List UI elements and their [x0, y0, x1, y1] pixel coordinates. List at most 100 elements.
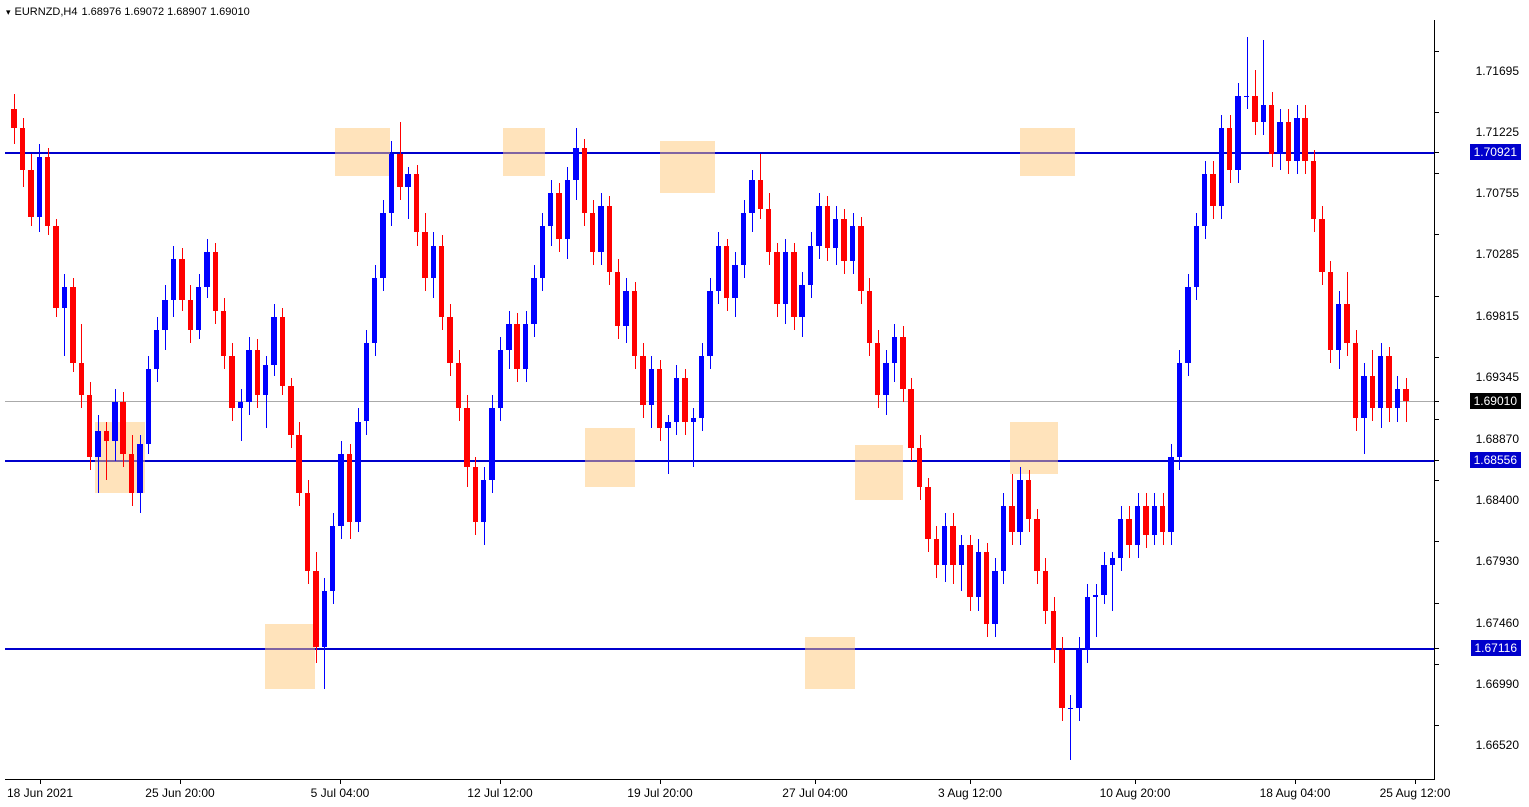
candle-body[interactable]: [473, 467, 478, 522]
candle-body[interactable]: [917, 448, 922, 487]
candle-body[interactable]: [1034, 519, 1039, 571]
candle-body[interactable]: [137, 444, 142, 494]
candle-body[interactable]: [1235, 96, 1240, 170]
candle-body[interactable]: [112, 402, 117, 441]
candle-body[interactable]: [28, 170, 33, 217]
candle-body[interactable]: [1135, 506, 1140, 545]
candle-body[interactable]: [699, 356, 704, 417]
candle-body[interactable]: [246, 350, 251, 402]
candle-body[interactable]: [271, 317, 276, 365]
highlight-box[interactable]: [265, 624, 315, 689]
candle-body[interactable]: [934, 539, 939, 565]
candle-body[interactable]: [422, 232, 427, 278]
candle-body[interactable]: [607, 206, 612, 271]
candle-body[interactable]: [1126, 519, 1131, 545]
candle-body[interactable]: [464, 408, 469, 467]
candle-body[interactable]: [53, 226, 58, 308]
candle-body[interactable]: [1328, 272, 1333, 350]
candle-body[interactable]: [62, 287, 67, 308]
candle-body[interactable]: [255, 350, 260, 396]
horizontal-line[interactable]: [5, 648, 1435, 650]
candle-body[interactable]: [1219, 128, 1224, 206]
candle-body[interactable]: [330, 526, 335, 591]
candle-body[interactable]: [548, 193, 553, 226]
candle-body[interactable]: [758, 180, 763, 209]
candle-body[interactable]: [1294, 118, 1299, 161]
candle-body[interactable]: [1059, 650, 1064, 709]
candle-body[interactable]: [967, 545, 972, 597]
candle-body[interactable]: [950, 526, 955, 565]
candle-body[interactable]: [1370, 376, 1375, 409]
candle-body[interactable]: [716, 246, 721, 292]
candle-body[interactable]: [204, 252, 209, 287]
candle-body[interactable]: [1101, 565, 1106, 595]
candle-body[interactable]: [498, 350, 503, 409]
candle-body[interactable]: [1177, 363, 1182, 457]
candle-body[interactable]: [825, 206, 830, 248]
candle-body[interactable]: [615, 272, 620, 327]
candle-body[interactable]: [691, 418, 696, 422]
candle-body[interactable]: [573, 148, 578, 181]
candle-body[interactable]: [414, 174, 419, 233]
candle-body[interactable]: [179, 259, 184, 301]
candle-body[interactable]: [1152, 506, 1157, 535]
chart-header[interactable]: ▾ EURNZD,H4 1.68976 1.69072 1.68907 1.69…: [6, 6, 250, 18]
candle-body[interactable]: [238, 402, 243, 409]
candle-body[interactable]: [489, 408, 494, 480]
candle-body[interactable]: [296, 435, 301, 494]
candle-body[interactable]: [531, 278, 536, 324]
candle-body[interactable]: [682, 378, 687, 421]
candle-body[interactable]: [1386, 356, 1391, 408]
candle-body[interactable]: [1403, 389, 1408, 401]
candle-body[interactable]: [816, 206, 821, 245]
candle-body[interactable]: [70, 287, 75, 363]
candle-body[interactable]: [313, 571, 318, 647]
candle-body[interactable]: [1269, 105, 1274, 155]
highlight-box[interactable]: [1020, 128, 1075, 176]
candle-body[interactable]: [1227, 128, 1232, 170]
candle-body[interactable]: [372, 278, 377, 343]
candle-body[interactable]: [1244, 96, 1249, 97]
candle-body[interactable]: [665, 422, 670, 429]
candle-body[interactable]: [883, 363, 888, 396]
candle-body[interactable]: [129, 454, 134, 493]
candle-body[interactable]: [380, 213, 385, 278]
candle-body[interactable]: [674, 378, 679, 421]
candle-body[interactable]: [791, 252, 796, 317]
candle-body[interactable]: [431, 246, 436, 279]
candle-body[interactable]: [288, 386, 293, 434]
highlight-box[interactable]: [855, 445, 903, 500]
candle-body[interactable]: [146, 369, 151, 443]
candle-body[interactable]: [623, 291, 628, 326]
candle-body[interactable]: [1353, 343, 1358, 417]
candle-body[interactable]: [397, 154, 402, 187]
candle-body[interactable]: [338, 454, 343, 526]
candle-body[interactable]: [808, 246, 813, 285]
candle-body[interactable]: [1302, 118, 1307, 161]
candle-body[interactable]: [87, 395, 92, 456]
candle-body[interactable]: [774, 252, 779, 304]
candle-body[interactable]: [506, 324, 511, 350]
candle-body[interactable]: [783, 252, 788, 304]
candle-body[interactable]: [1093, 595, 1098, 598]
candle-body[interactable]: [364, 343, 369, 421]
candle-body[interactable]: [456, 363, 461, 409]
candle-body[interactable]: [582, 148, 587, 213]
candle-body[interactable]: [850, 226, 855, 261]
candle-body[interactable]: [1378, 356, 1383, 408]
candle-body[interactable]: [598, 206, 603, 252]
candle-body[interactable]: [1311, 161, 1316, 220]
candle-body[interactable]: [20, 128, 25, 170]
candle-body[interactable]: [841, 219, 846, 261]
candle-body[interactable]: [1277, 122, 1282, 155]
candle-body[interactable]: [280, 317, 285, 386]
candle-body[interactable]: [707, 291, 712, 356]
candle-body[interactable]: [1068, 708, 1073, 709]
candle-body[interactable]: [632, 291, 637, 356]
candle-body[interactable]: [959, 545, 964, 565]
candle-body[interactable]: [976, 552, 981, 598]
candle-body[interactable]: [1344, 304, 1349, 343]
candle-body[interactable]: [120, 402, 125, 454]
candle-body[interactable]: [447, 317, 452, 363]
candle-body[interactable]: [867, 291, 872, 343]
